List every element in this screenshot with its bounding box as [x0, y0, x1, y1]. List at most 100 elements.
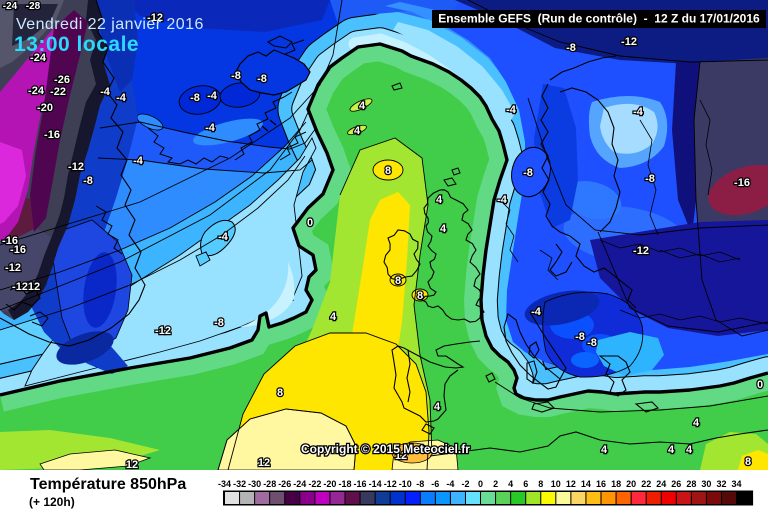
svg-text:-12: -12: [633, 245, 649, 257]
svg-text:-16: -16: [734, 177, 750, 189]
svg-text:-12: -12: [12, 281, 28, 293]
svg-text:32: 32: [716, 479, 726, 489]
svg-text:20: 20: [626, 479, 636, 489]
svg-text:-4: -4: [133, 155, 144, 167]
svg-text:-14: -14: [369, 479, 382, 489]
svg-text:-20: -20: [323, 479, 336, 489]
svg-text:4: 4: [601, 444, 608, 456]
svg-text:(+ 120h): (+ 120h): [29, 495, 75, 509]
svg-text:13:00 locale: 13:00 locale: [14, 33, 139, 56]
svg-text:Vendredi 22 janvier 2016: Vendredi 22 janvier 2016: [16, 16, 204, 33]
svg-text:28: 28: [686, 479, 696, 489]
svg-text:-4: -4: [205, 122, 216, 134]
svg-text:-12: -12: [384, 479, 397, 489]
svg-text:-8: -8: [523, 167, 533, 179]
svg-text:-26: -26: [278, 479, 291, 489]
svg-text:Copyright © 2015 Meteociel.fr: Copyright © 2015 Meteociel.fr: [301, 442, 470, 456]
svg-text:-12: -12: [147, 12, 163, 24]
svg-text:22: 22: [641, 479, 651, 489]
svg-text:4: 4: [359, 100, 366, 112]
svg-text:0: 0: [307, 217, 313, 229]
svg-text:12: 12: [28, 281, 40, 293]
svg-text:34: 34: [731, 479, 741, 489]
svg-text:12: 12: [395, 450, 407, 462]
svg-text:-4: -4: [506, 104, 517, 116]
svg-text:10: 10: [551, 479, 561, 489]
svg-text:-26: -26: [54, 74, 70, 86]
svg-text:-8: -8: [190, 92, 200, 104]
svg-text:-12: -12: [5, 262, 21, 274]
svg-text:4: 4: [434, 401, 441, 413]
svg-text:-28: -28: [263, 479, 276, 489]
svg-text:-4: -4: [207, 90, 218, 102]
svg-text:30: 30: [701, 479, 711, 489]
svg-text:18: 18: [611, 479, 621, 489]
svg-text:6: 6: [523, 479, 528, 489]
svg-text:-16: -16: [10, 244, 26, 256]
svg-text:-8: -8: [575, 331, 585, 343]
svg-text:-4: -4: [446, 479, 454, 489]
svg-text:-10: -10: [399, 479, 412, 489]
svg-text:8: 8: [417, 290, 423, 302]
svg-text:-22: -22: [308, 479, 321, 489]
svg-text:2: 2: [493, 479, 498, 489]
svg-text:4: 4: [436, 194, 443, 206]
svg-text:-4: -4: [100, 86, 111, 98]
svg-text:-8: -8: [214, 317, 224, 329]
svg-text:-6: -6: [431, 479, 439, 489]
svg-text:0: 0: [757, 379, 763, 391]
svg-text:-4: -4: [116, 92, 127, 104]
svg-text:-24: -24: [30, 52, 47, 64]
svg-text:12: 12: [566, 479, 576, 489]
svg-text:-8: -8: [257, 73, 267, 85]
svg-text:-8: -8: [587, 337, 597, 349]
svg-text:-24: -24: [28, 85, 45, 97]
svg-text:-4: -4: [497, 194, 508, 206]
svg-text:4: 4: [693, 417, 700, 429]
svg-text:4: 4: [668, 444, 675, 456]
svg-text:8: 8: [538, 479, 543, 489]
svg-text:-12: -12: [68, 161, 84, 173]
svg-text:12: 12: [126, 459, 138, 471]
svg-text:-8: -8: [83, 175, 93, 187]
svg-text:0: 0: [478, 479, 483, 489]
svg-text:-30: -30: [248, 479, 261, 489]
svg-text:-32: -32: [233, 479, 246, 489]
svg-text:Température 850hPa: Température 850hPa: [30, 476, 186, 493]
svg-text:8: 8: [277, 387, 283, 399]
svg-text:-16: -16: [44, 129, 60, 141]
svg-text:14: 14: [581, 479, 591, 489]
svg-text:-24: -24: [3, 1, 18, 12]
svg-text:24: 24: [656, 479, 666, 489]
svg-text:26: 26: [671, 479, 681, 489]
svg-text:-16: -16: [2, 235, 18, 247]
svg-text:16: 16: [596, 479, 606, 489]
svg-text:-12: -12: [155, 325, 171, 337]
svg-text:4: 4: [508, 479, 513, 489]
svg-text:4: 4: [686, 444, 693, 456]
svg-text:-8: -8: [566, 42, 576, 54]
svg-text:12: 12: [258, 457, 270, 469]
svg-text:-18: -18: [338, 479, 351, 489]
svg-text:4: 4: [330, 311, 337, 323]
svg-text:-4: -4: [218, 231, 229, 243]
svg-text:-34: -34: [218, 479, 231, 489]
svg-text:-8: -8: [645, 173, 655, 185]
svg-text:8: 8: [385, 165, 391, 177]
svg-text:-4: -4: [633, 106, 644, 118]
svg-text:-24: -24: [293, 479, 306, 489]
svg-text:-28: -28: [26, 1, 41, 12]
svg-text:-4: -4: [531, 306, 542, 318]
svg-text:-20: -20: [37, 102, 53, 114]
svg-text:4: 4: [440, 223, 447, 235]
svg-text:-2: -2: [461, 479, 469, 489]
svg-text:-8: -8: [416, 479, 424, 489]
svg-text:-8: -8: [231, 70, 241, 82]
svg-text:-22: -22: [50, 86, 66, 98]
svg-text:Ensemble GEFS (Run de contrôl: Ensemble GEFS (Run de contrôle) - 12 Z d…: [438, 12, 760, 26]
svg-text:8: 8: [395, 275, 401, 287]
svg-text:4: 4: [354, 125, 361, 137]
svg-text:-16: -16: [353, 479, 366, 489]
svg-text:-12: -12: [621, 36, 637, 48]
svg-text:8: 8: [745, 456, 751, 468]
